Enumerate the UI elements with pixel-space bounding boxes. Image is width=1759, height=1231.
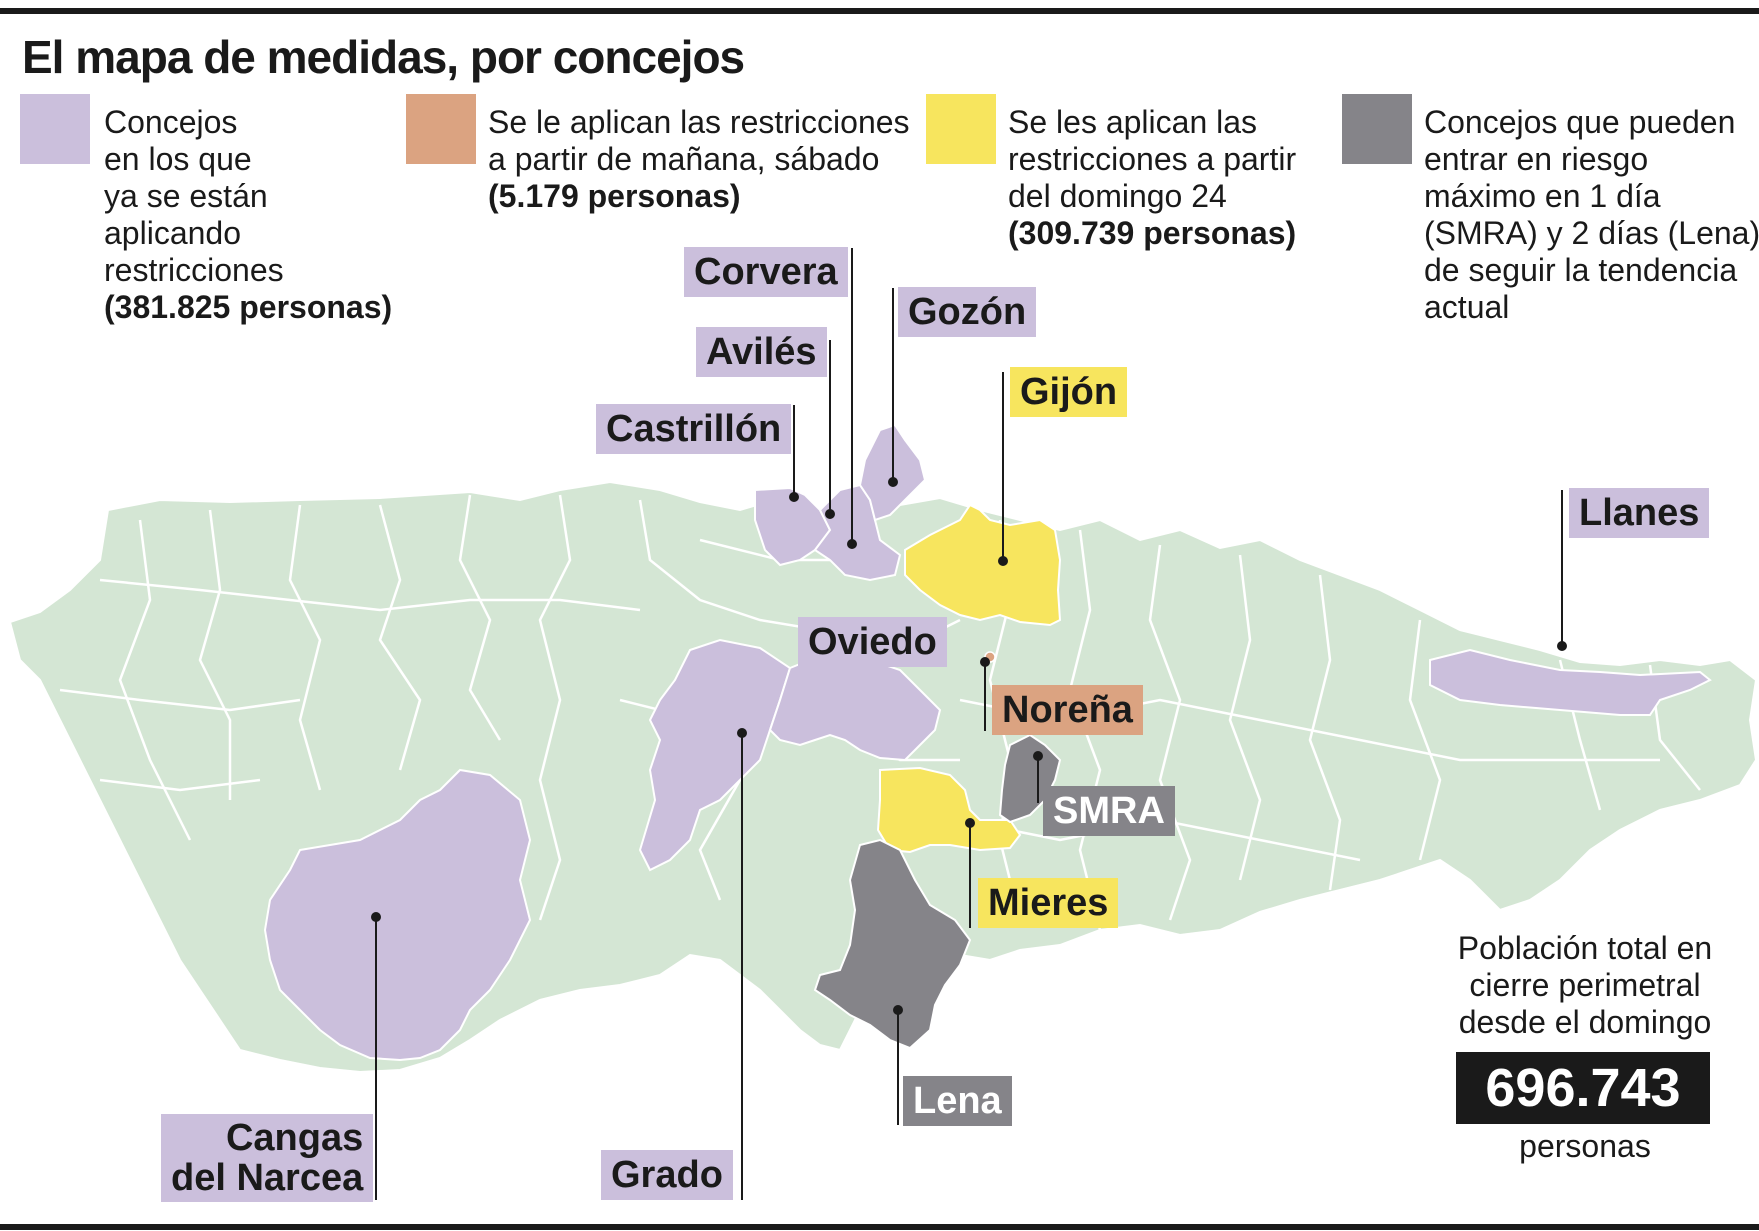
legend-line: restricciones a partir bbox=[1008, 141, 1297, 177]
bottom-rule bbox=[0, 1224, 1759, 1230]
legend-count: (309.739 personas) bbox=[1008, 215, 1297, 251]
legend-line: Se les aplican las bbox=[1008, 104, 1258, 140]
total-caption-line: Población total en bbox=[1457, 930, 1713, 966]
label-gijon: Gijón bbox=[1010, 367, 1128, 417]
label-cangas-del-narcea: Cangas del Narcea bbox=[161, 1114, 374, 1202]
legend-swatch-grey bbox=[1342, 94, 1412, 164]
label-castrillon: Castrillón bbox=[596, 404, 792, 454]
legend-line: aplicando bbox=[104, 215, 241, 251]
area-cangas-del-narcea bbox=[263, 768, 532, 1062]
legend-text-orange: Se le aplican las restricciones a partir… bbox=[488, 104, 910, 215]
legend-swatch-orange bbox=[406, 94, 476, 164]
label-cangas-line: del Narcea bbox=[171, 1157, 364, 1199]
legend-line: máximo en 1 día bbox=[1424, 178, 1661, 214]
legend-text-grey: Concejos que pueden entrar en riesgo máx… bbox=[1424, 104, 1759, 326]
label-gozon: Gozón bbox=[898, 287, 1037, 337]
legend-line: restricciones bbox=[104, 252, 284, 288]
legend-text-yellow: Se les aplican las restricciones a parti… bbox=[1008, 104, 1296, 252]
total-unit: personas bbox=[1519, 1128, 1651, 1164]
total-caption-line: desde el domingo bbox=[1458, 1004, 1712, 1040]
municipal-borders bbox=[59, 494, 1701, 931]
legend-line: en los que bbox=[104, 141, 252, 177]
total-caption: Población total en cierre perimetral des… bbox=[1440, 930, 1730, 1041]
area-lena bbox=[813, 838, 972, 1050]
label-oviedo: Oviedo bbox=[798, 617, 947, 667]
legend-swatch-yellow bbox=[926, 94, 996, 164]
total-caption-line: cierre perimetral bbox=[1469, 967, 1701, 1003]
label-norena: Noreña bbox=[992, 685, 1143, 735]
label-corvera: Corvera bbox=[684, 247, 848, 297]
legend-line: de seguir la tendencia bbox=[1424, 252, 1738, 288]
legend-line: entrar en riesgo bbox=[1424, 141, 1649, 177]
legend-line: (SMRA) y 2 días (Lena) bbox=[1424, 215, 1759, 251]
legend-line: Concejos bbox=[104, 104, 238, 140]
legend-line: Se le aplican las restricciones bbox=[488, 104, 910, 140]
label-cangas-line: Cangas bbox=[225, 1117, 364, 1159]
legend-count: (5.179 personas) bbox=[488, 178, 741, 214]
label-grado: Grado bbox=[601, 1150, 733, 1200]
area-smra bbox=[998, 733, 1062, 824]
legend-line: ya se están bbox=[104, 178, 268, 214]
area-llanes bbox=[1429, 648, 1712, 716]
legend-line: a partir de mañana, sábado bbox=[488, 141, 880, 177]
label-llanes: Llanes bbox=[1569, 488, 1710, 538]
top-rule bbox=[0, 8, 1759, 14]
legend-line: Concejos que pueden bbox=[1424, 104, 1736, 140]
area-gijon bbox=[904, 503, 1062, 627]
label-mieres: Mieres bbox=[978, 878, 1119, 928]
legend-swatch-purple bbox=[20, 94, 90, 164]
leader-lines bbox=[371, 248, 1567, 1200]
legend-count: (381.825 personas) bbox=[104, 289, 393, 325]
label-lena: Lena bbox=[903, 1076, 1012, 1126]
label-aviles: Avilés bbox=[696, 327, 827, 377]
legend-text-purple: Concejos en los que ya se están aplicand… bbox=[104, 104, 392, 326]
legend-line: actual bbox=[1424, 289, 1510, 325]
total-value: 696.743 bbox=[1456, 1052, 1710, 1124]
page-title: El mapa de medidas, por concejos bbox=[22, 31, 745, 83]
legend-line: del domingo 24 bbox=[1008, 178, 1227, 214]
label-smra: SMRA bbox=[1043, 786, 1175, 836]
